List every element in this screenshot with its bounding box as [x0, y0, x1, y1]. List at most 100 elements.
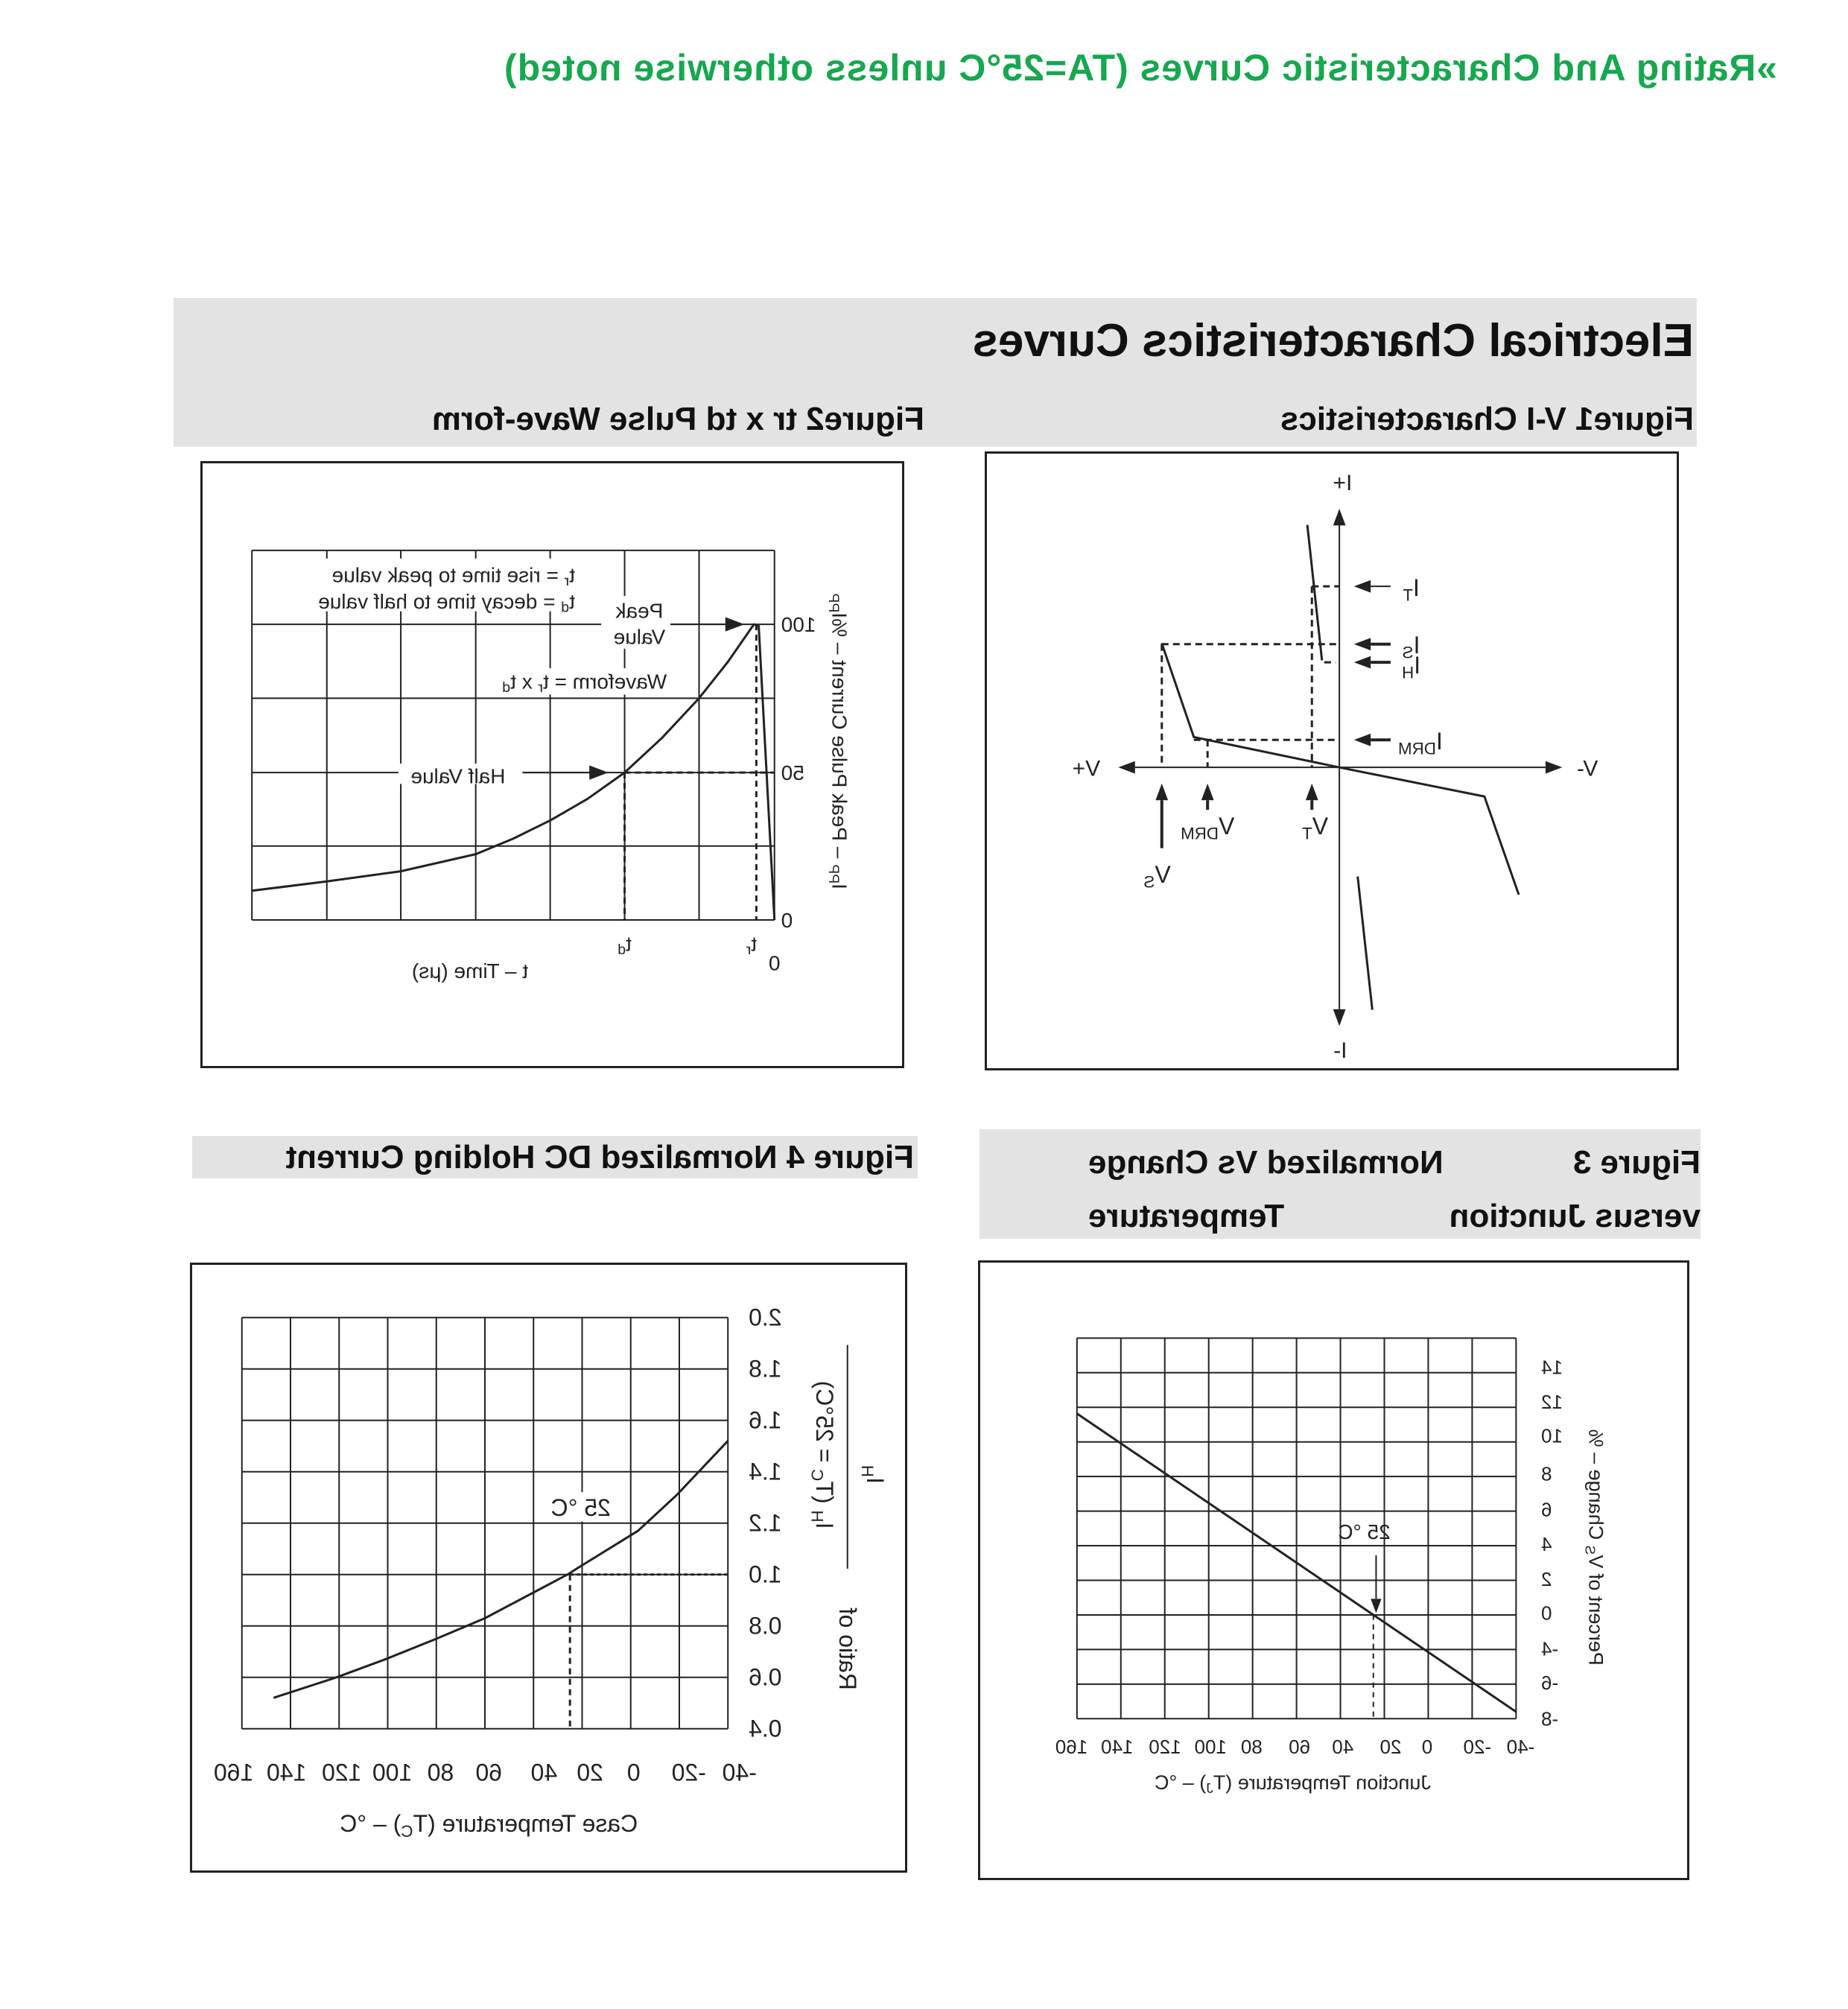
- text-part: Ratio of: [834, 1608, 861, 1690]
- vs-change-line: [1076, 1412, 1517, 1713]
- text-part: 0.6: [749, 1664, 781, 1691]
- subscript: T: [1403, 585, 1413, 604]
- arrow-head: [1305, 783, 1318, 801]
- x-tick-label: 160: [214, 1759, 253, 1786]
- arrow-head: [1333, 509, 1346, 526]
- x-tick-label: 160: [1055, 1736, 1087, 1758]
- text-part: 25 °C: [551, 1494, 611, 1521]
- y-axis-label-numerator: IH: [859, 1465, 889, 1484]
- subscript: r: [564, 573, 569, 589]
- subscript: d: [502, 679, 510, 696]
- current-level-arrow: [1353, 638, 1391, 651]
- arrow-head: [1353, 656, 1371, 669]
- text-part: t: [569, 590, 575, 613]
- subscript: r: [746, 942, 751, 958]
- text-part: Waveform = t: [543, 670, 667, 693]
- text-part: 14: [1541, 1356, 1563, 1378]
- arrow-head: [1333, 1009, 1346, 1026]
- holding-current-curve: [273, 1440, 729, 1699]
- text-part: ) – °C: [1155, 1771, 1206, 1794]
- text-part: V: [1312, 813, 1328, 840]
- subscript: S: [1143, 872, 1155, 891]
- label-vdrm: VDRM: [1181, 813, 1234, 842]
- text-part: t: [626, 932, 632, 955]
- text-part: I: [1414, 652, 1420, 679]
- marker-label: 25 °C: [1338, 1520, 1390, 1543]
- y-tick-label: 0: [781, 909, 793, 932]
- vt-arrow: [1305, 783, 1318, 810]
- peak-label: Value: [614, 625, 666, 648]
- subscript: H: [808, 1510, 827, 1522]
- text-part: 1.8: [749, 1356, 781, 1383]
- subscript: PP: [825, 864, 842, 883]
- text-part: I: [1436, 728, 1443, 755]
- y-tick-label: 4: [1541, 1533, 1552, 1555]
- y-tick-label: 10: [1541, 1424, 1563, 1447]
- text-part: 20: [577, 1759, 603, 1786]
- x-axis-label: Junction Temperature (TJ) – °C: [1155, 1771, 1431, 1797]
- text-part: 20: [1380, 1736, 1402, 1758]
- text-part: -20: [1464, 1736, 1492, 1758]
- x-tick-label: 80: [1241, 1736, 1263, 1758]
- text-part: 40: [1332, 1736, 1353, 1758]
- text-part: = rise time to peak value: [332, 563, 565, 586]
- y-tick-label: -6: [1541, 1672, 1558, 1694]
- text-part: 2: [1541, 1568, 1552, 1590]
- x-axis-label: Case Temperature (TC) – °C: [340, 1810, 638, 1840]
- i-axis-negative-arrow: [1333, 767, 1346, 1026]
- text-part: 12: [1541, 1391, 1563, 1413]
- x-tick-label: 120: [1149, 1736, 1181, 1758]
- vs-arrow: [1155, 783, 1169, 848]
- figure3-label: Figure 3 Normalized Vs Change versus Junc…: [1088, 1144, 1701, 1251]
- y-axis-label-prefix: Ratio of: [834, 1608, 861, 1690]
- text-part: 0: [769, 951, 781, 974]
- text-part: -4: [1541, 1638, 1558, 1660]
- y-tick-label: 0.6: [749, 1664, 781, 1691]
- text-part: V+: [1073, 756, 1101, 781]
- marker-arrow: [1371, 1555, 1382, 1613]
- x-axis-label: t – Time (μs): [412, 959, 528, 983]
- x-tick-label: -20: [672, 1759, 706, 1786]
- subscript: S: [1403, 643, 1414, 661]
- chart-canvas: 25 °C 0.4 0.6 0.8 1.0 1.2 1.4 1.6 1.8 2.0 -40 -20 02…: [214, 1304, 889, 1841]
- text-part: I+: [1333, 470, 1353, 495]
- text-part: Half Value: [410, 764, 505, 787]
- text-part: Peak: [615, 599, 664, 622]
- text-part: 0: [781, 909, 793, 932]
- text-part: (T: [811, 1481, 838, 1510]
- arrow-head: [1353, 638, 1371, 651]
- figure2-pulse-chart: tr = rise time to peak value td = decay t…: [200, 461, 904, 1068]
- vi-curve-on-state: [1306, 524, 1324, 661]
- y-tick-label: 14: [1541, 1356, 1563, 1378]
- y-tick-label: 100: [781, 613, 816, 636]
- marker-label-background: [539, 1492, 623, 1522]
- text-part: Value: [614, 625, 666, 648]
- y-tick-label: 2: [1541, 1568, 1552, 1590]
- current-level-arrow: [1353, 580, 1391, 593]
- text-part: 80: [1241, 1736, 1263, 1758]
- x-tick-label: 20: [577, 1759, 603, 1786]
- label-ih: IH: [1402, 652, 1420, 682]
- subscript: r: [538, 679, 543, 696]
- text-part: -6: [1541, 1672, 1558, 1694]
- x-tick-label: 100: [1195, 1736, 1227, 1758]
- text-part: t – Time (μs): [412, 959, 528, 983]
- i-axis-positive-arrow: [1333, 509, 1346, 768]
- text-part: Percent of V: [1585, 1555, 1607, 1666]
- text-part: 0: [627, 1759, 641, 1786]
- text-part: 120: [322, 1759, 361, 1786]
- subscript: DRM: [1398, 739, 1436, 758]
- figure4-label: Figure 4 Normalized DC Holding Current: [285, 1139, 914, 1175]
- subscript: H: [1402, 663, 1414, 682]
- x-tick-label: 120: [322, 1759, 361, 1786]
- text-part: 1.0: [749, 1561, 781, 1588]
- legend-rise-time: tr = rise time to peak value: [332, 563, 575, 589]
- text-part: – Peak Pulse Current – %I: [828, 612, 851, 864]
- text-part: 25 °C: [1338, 1520, 1390, 1543]
- label-vt: VT: [1302, 813, 1328, 842]
- y-tick-label: 1.8: [749, 1356, 781, 1383]
- chart-canvas: 25 °C14121086420-4-6-8-40-20020406080100…: [1055, 1337, 1607, 1797]
- y-axis-label: Percent of VS Change – %: [1582, 1429, 1607, 1666]
- text-part: 160: [1055, 1736, 1087, 1758]
